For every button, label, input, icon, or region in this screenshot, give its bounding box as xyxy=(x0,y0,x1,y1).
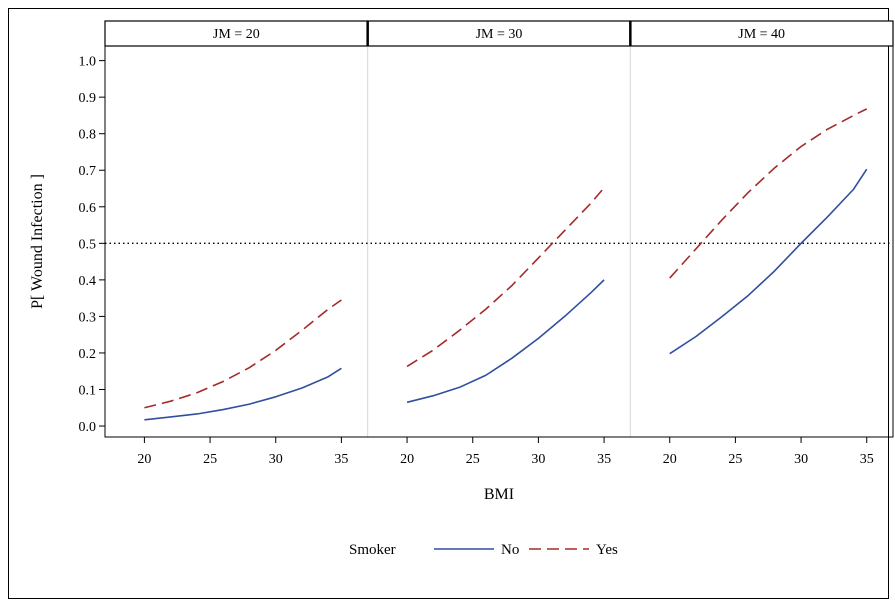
x-axis-title: BMI xyxy=(484,486,514,503)
x-tick-label: 30 xyxy=(794,452,808,467)
y-tick-label: 0.1 xyxy=(79,383,97,398)
y-tick-label: 0.7 xyxy=(79,164,97,179)
x-tick-label: 20 xyxy=(400,452,414,467)
y-tick-label: 0.5 xyxy=(79,237,97,252)
x-tick-label: 25 xyxy=(728,452,742,467)
y-axis-title: P[ Wound Infection ] xyxy=(29,174,46,309)
y-tick-label: 1.0 xyxy=(79,55,97,70)
strip-box xyxy=(367,20,631,47)
x-tick-label: 30 xyxy=(269,452,283,467)
y-tick-label: 0.3 xyxy=(79,310,97,325)
series-line-no xyxy=(669,168,868,355)
y-tick-label: 0.6 xyxy=(79,201,97,216)
legend-entry-label: Yes xyxy=(596,542,618,558)
plot-frame xyxy=(104,45,894,438)
x-tick-label: 35 xyxy=(597,452,611,467)
strip-label: JM = 20 xyxy=(213,27,260,42)
strip-box xyxy=(104,20,369,47)
series-line-no xyxy=(406,279,605,404)
x-tick-label: 35 xyxy=(860,452,874,467)
x-tick-label: 35 xyxy=(334,452,348,467)
legend-entry-label: No xyxy=(501,542,519,558)
legend-title: Smoker xyxy=(349,542,396,558)
x-tick-label: 25 xyxy=(203,452,217,467)
series-line-no xyxy=(144,367,342,421)
series-line-yes xyxy=(144,299,342,409)
x-tick-label: 20 xyxy=(663,452,677,467)
outer-border xyxy=(8,8,889,599)
strip-label: JM = 40 xyxy=(738,27,785,42)
series-line-yes xyxy=(669,108,868,279)
y-tick-label: 0.8 xyxy=(79,128,97,143)
series-line-yes xyxy=(406,187,605,368)
y-tick-label: 0.9 xyxy=(79,91,97,106)
y-tick-label: 0.0 xyxy=(79,420,97,435)
x-tick-label: 20 xyxy=(137,452,151,467)
x-tick-label: 25 xyxy=(466,452,480,467)
x-tick-label: 30 xyxy=(531,452,545,467)
strip-label: JM = 30 xyxy=(476,27,523,42)
y-tick-label: 0.2 xyxy=(79,347,97,362)
y-tick-label: 0.4 xyxy=(79,274,97,289)
